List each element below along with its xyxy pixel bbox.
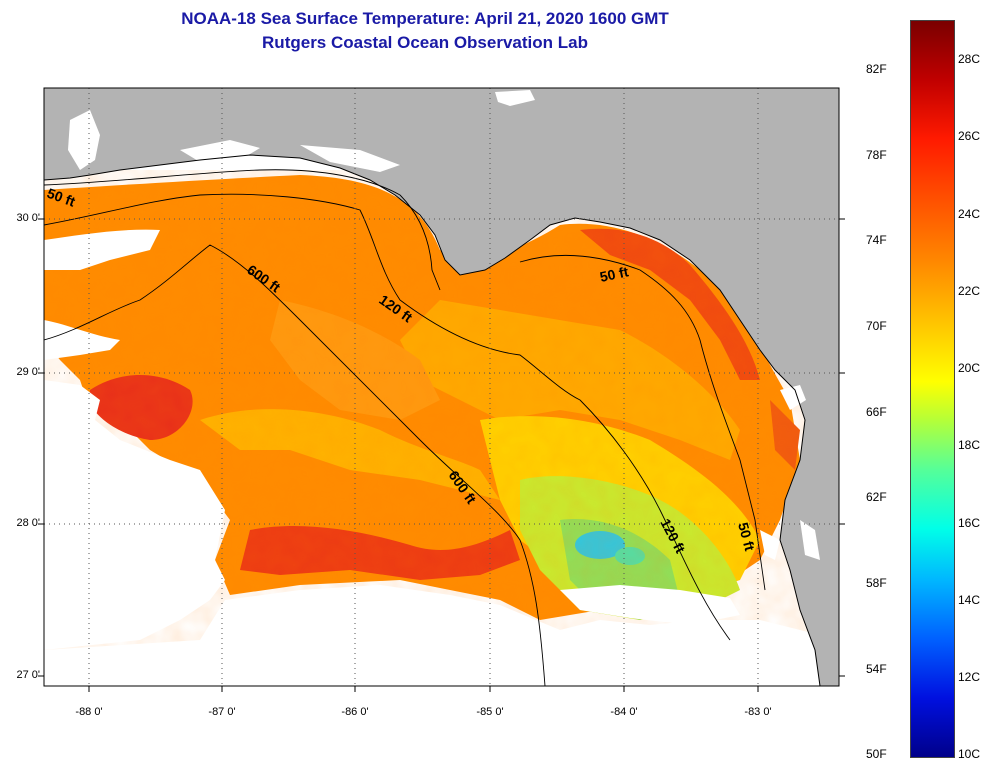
colorbar-c-label: 14C xyxy=(958,593,981,607)
colorbar-f-label: 54F xyxy=(866,662,887,676)
colorbar-f-label: 50F xyxy=(866,747,887,761)
lat-label-28: 28 0' xyxy=(16,517,40,529)
colorbar-f-label: 70F xyxy=(866,319,887,333)
temperature-colorbar xyxy=(910,20,955,758)
colorbar-c-label: 12C xyxy=(958,670,981,684)
lon-label-83: -83 0' xyxy=(744,706,772,718)
colorbar-c-label: 18C xyxy=(958,438,981,452)
colorbar-c-label: 24C xyxy=(958,207,981,221)
colorbar-f-label: 82F xyxy=(866,62,887,76)
map-title: NOAA-18 Sea Surface Temperature: April 2… xyxy=(181,9,669,28)
contour-label-50ft-south: 50 ft xyxy=(735,521,758,553)
lat-label-30: 30 0' xyxy=(16,212,40,224)
colorbar-c-label: 26C xyxy=(958,129,981,143)
contour-label-50ft-east: 50 ft xyxy=(598,263,630,285)
nodata-patches xyxy=(44,229,839,686)
colorbar-c-label: 16C xyxy=(958,516,981,530)
colorbar-f-label: 74F xyxy=(866,233,887,247)
lon-label-85: -85 0' xyxy=(476,706,504,718)
lat-label-29: 29 0' xyxy=(16,366,40,378)
colorbar-f-label: 58F xyxy=(866,576,887,590)
depth-contours xyxy=(44,169,766,686)
map-frame xyxy=(43,87,840,687)
map-subtitle: Rutgers Coastal Ocean Observation Lab xyxy=(262,33,588,52)
colorbar-f-label: 66F xyxy=(866,405,887,419)
colorbar-c-label: 22C xyxy=(958,284,981,298)
lon-label-87: -87 0' xyxy=(208,706,236,718)
colorbar-c-label: 10C xyxy=(958,747,981,761)
lon-label-84: -84 0' xyxy=(610,706,638,718)
land-mask xyxy=(44,88,839,686)
frame-ticks xyxy=(38,218,845,692)
colorbar-c-label: 28C xyxy=(958,52,981,66)
lon-label-86: -86 0' xyxy=(341,706,369,718)
colorbar-c-label: 20C xyxy=(958,361,981,375)
colorbar-f-label: 78F xyxy=(866,148,887,162)
colorbar-f-label: 62F xyxy=(866,490,887,504)
lon-label-88: -88 0' xyxy=(75,706,103,718)
lat-label-27: 27 0' xyxy=(16,669,40,681)
